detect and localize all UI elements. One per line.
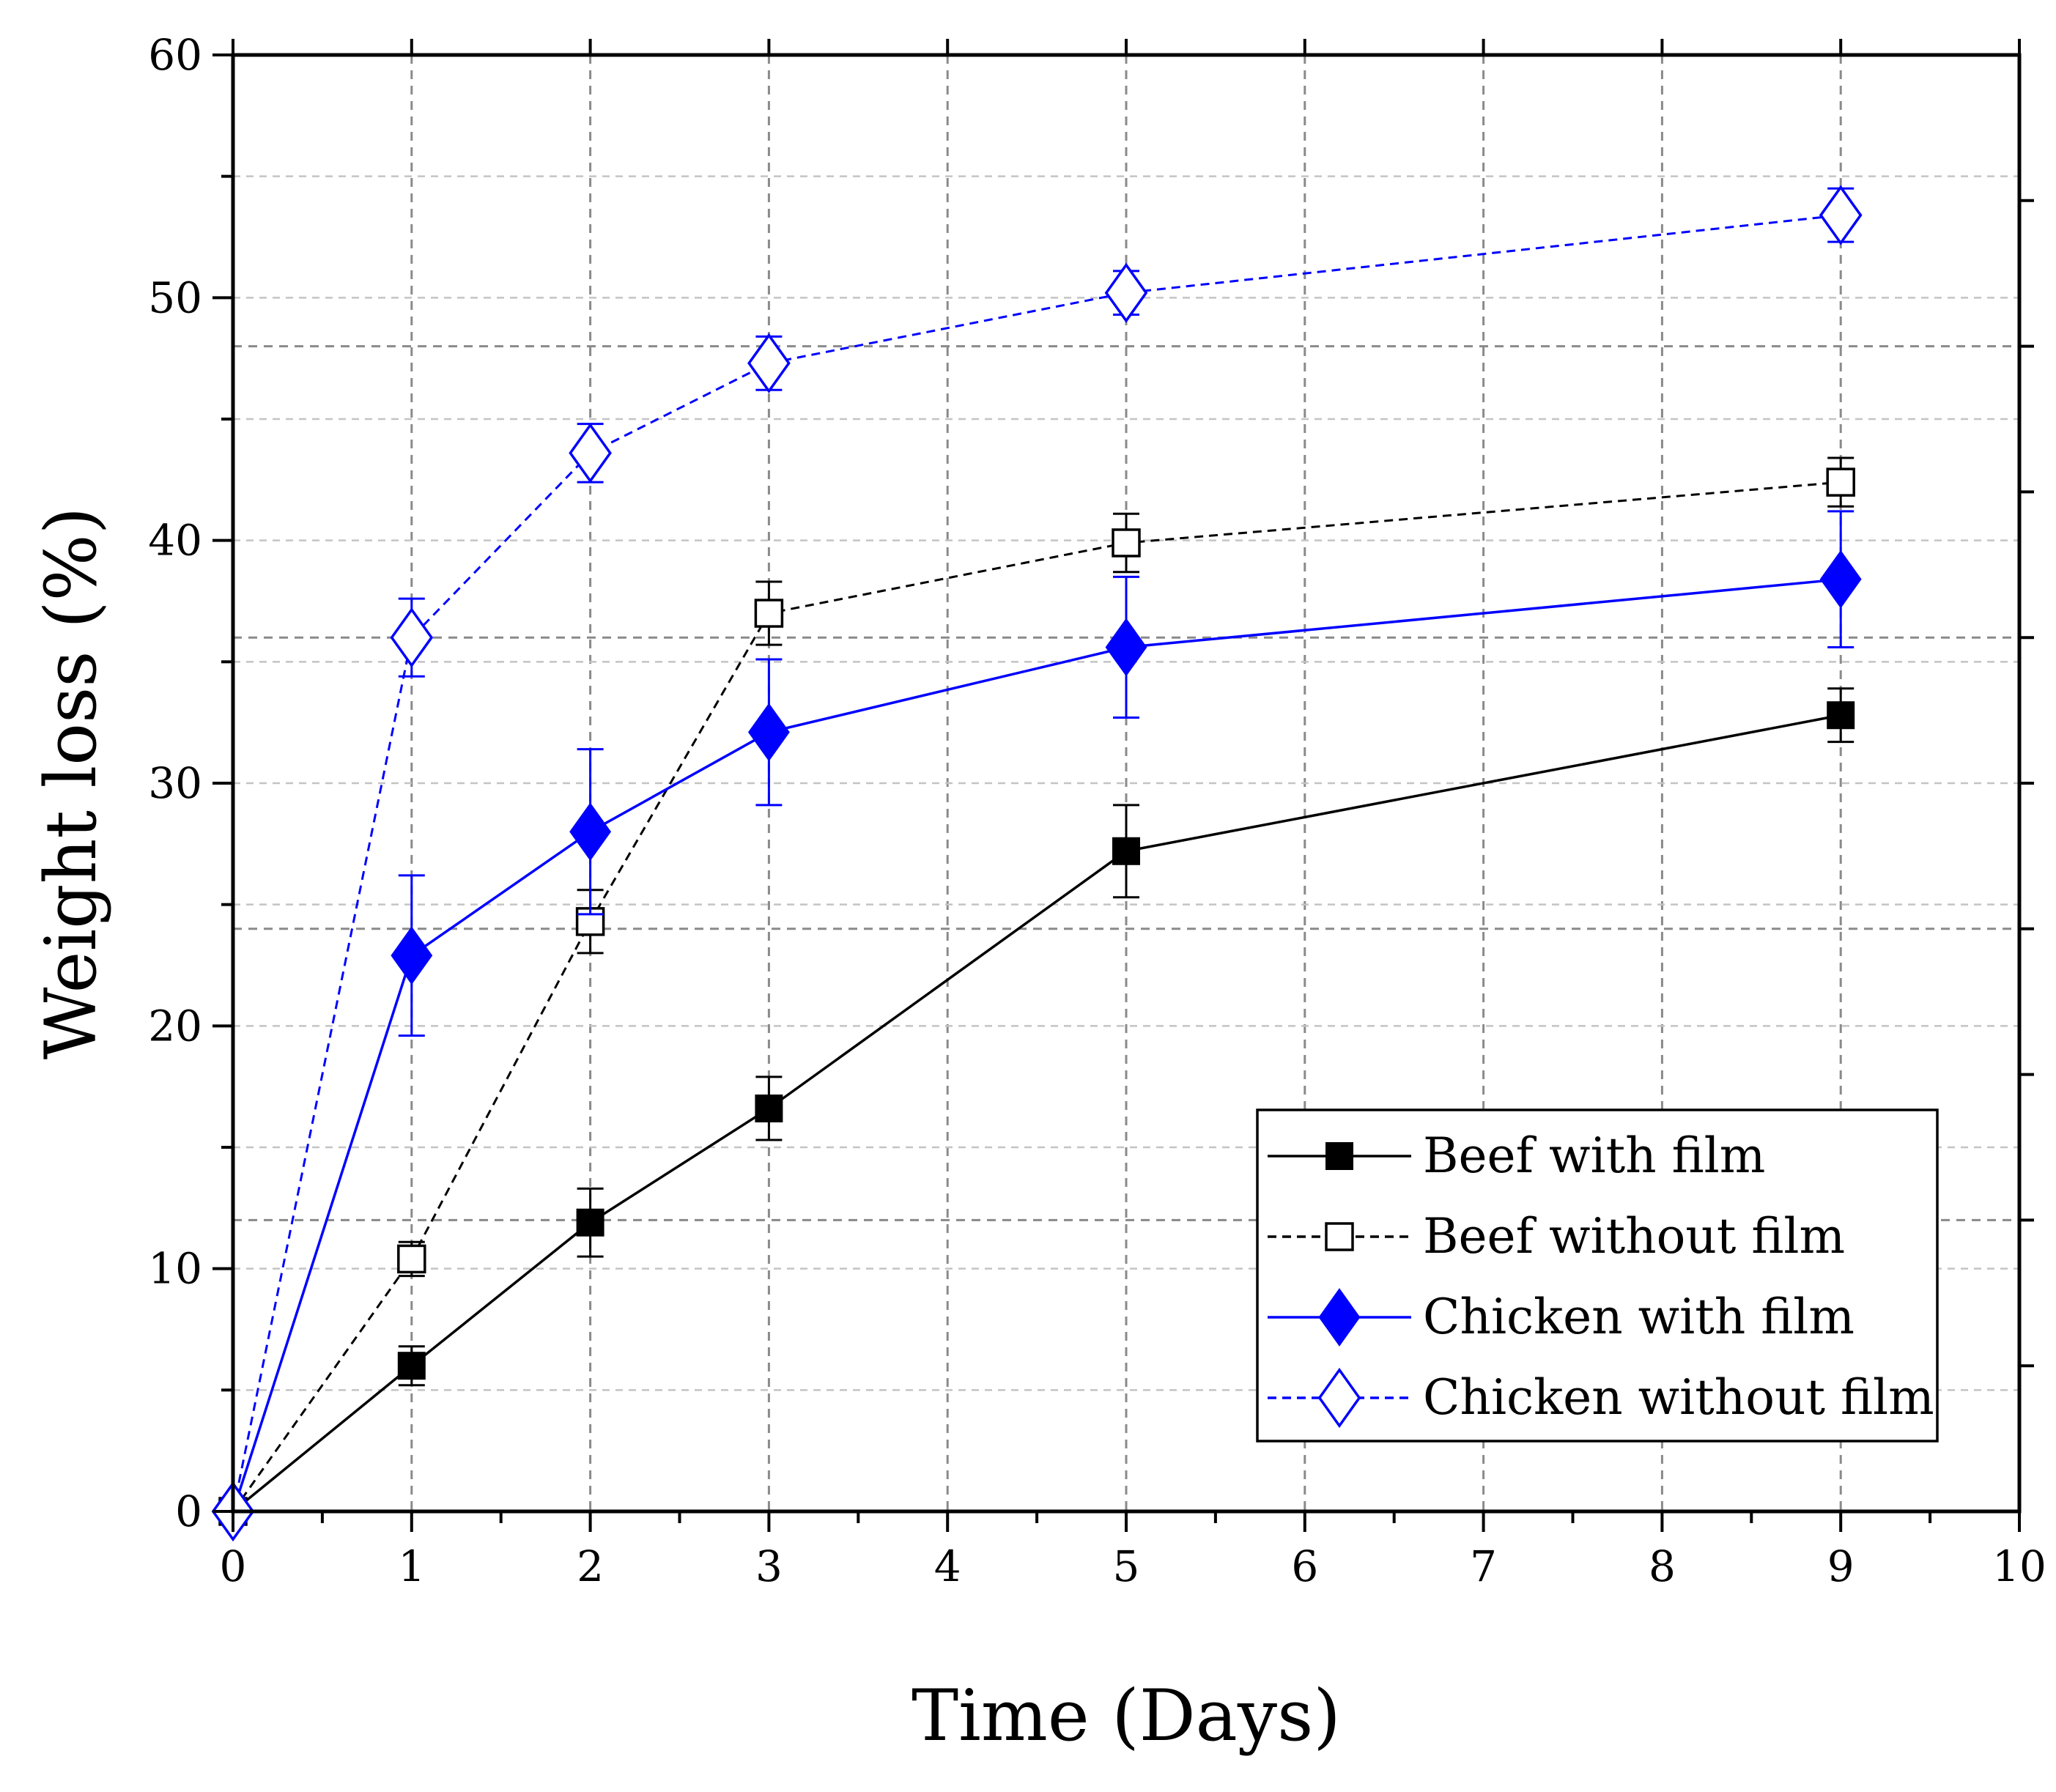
series-beef-without-film — [218, 456, 1855, 1526]
x-tick-label: 1 — [398, 1541, 425, 1591]
marker-filled-square — [755, 1094, 783, 1122]
x-tick-label: 8 — [1649, 1541, 1676, 1591]
x-tick-label: 9 — [1827, 1541, 1855, 1591]
marker-open-diamond — [1317, 1367, 1361, 1429]
y-tick-label: 50 — [148, 273, 202, 322]
marker-filled-diamond — [569, 802, 612, 862]
legend-box — [1256, 1108, 1939, 1443]
series-line — [232, 214, 1841, 1512]
x-tick-label: 4 — [934, 1541, 961, 1591]
marker-open-square — [754, 599, 784, 628]
x-tick-label: 3 — [755, 1541, 783, 1591]
series-line — [232, 577, 1841, 1512]
axes: 0 1 2 3 4 5 6 7 8 9 10 0 10 20 30 40 50 60 — [148, 30, 2046, 1591]
marker-open-square — [1826, 467, 1855, 497]
legend: Beef with film Beef without film Chicken w… — [1256, 1108, 1939, 1443]
legend-label: Beef with film — [1423, 1128, 1765, 1184]
marker-filled-diamond — [391, 926, 433, 985]
legend-label: Chicken with film — [1423, 1289, 1855, 1345]
x-tick-label: 6 — [1291, 1541, 1318, 1591]
legend-item: Beef without film — [1268, 1208, 1845, 1265]
y-tick-label: 20 — [148, 1001, 202, 1051]
series-chicken-with-film — [212, 510, 1862, 1541]
marker-open-square — [1112, 528, 1141, 558]
marker-filled-square — [1827, 701, 1855, 730]
legend-label: Beef without film — [1423, 1208, 1845, 1265]
marker-open-diamond — [390, 607, 434, 668]
marker-open-diamond — [569, 423, 612, 484]
x-tick-label: 2 — [577, 1541, 604, 1591]
y-tick-label: 60 — [148, 30, 202, 80]
y-tick-label: 0 — [175, 1486, 202, 1536]
marker-filled-square — [1325, 1142, 1353, 1170]
legend-label: Chicken without film — [1423, 1369, 1934, 1426]
legend-item: Beef with film — [1268, 1128, 1765, 1184]
marker-open-square — [1325, 1222, 1354, 1251]
marker-filled-square — [397, 1352, 426, 1380]
x-tick-label: 7 — [1470, 1541, 1497, 1591]
legend-item: Chicken without film — [1268, 1367, 1934, 1429]
marker-open-diamond — [1104, 262, 1148, 323]
x-tick-label: 0 — [220, 1541, 247, 1591]
x-tick-label: 5 — [1113, 1541, 1140, 1591]
marker-open-diamond — [1819, 185, 1863, 245]
y-tick-label: 30 — [148, 758, 202, 808]
marker-filled-square — [1112, 837, 1140, 865]
marker-filled-diamond — [1105, 618, 1147, 677]
marker-filled-diamond — [1819, 549, 1862, 609]
marker-filled-square — [576, 1208, 604, 1237]
y-tick-label: 10 — [148, 1244, 202, 1294]
x-axis-title: Time (Days) — [911, 1675, 1341, 1757]
y-axis-title: Weight loss (%) — [30, 507, 112, 1059]
x-tick-label: 10 — [1992, 1541, 2046, 1591]
marker-open-diamond — [747, 333, 791, 393]
series-line — [232, 714, 1841, 1513]
series-line — [232, 481, 1841, 1512]
y-tick-label: 40 — [148, 516, 202, 566]
marker-open-square — [397, 1244, 426, 1274]
series-chicken-without-film — [211, 185, 1863, 1542]
marker-filled-diamond — [747, 703, 790, 762]
marker-filled-diamond — [1318, 1288, 1361, 1347]
legend-item: Chicken with film — [1268, 1288, 1855, 1347]
